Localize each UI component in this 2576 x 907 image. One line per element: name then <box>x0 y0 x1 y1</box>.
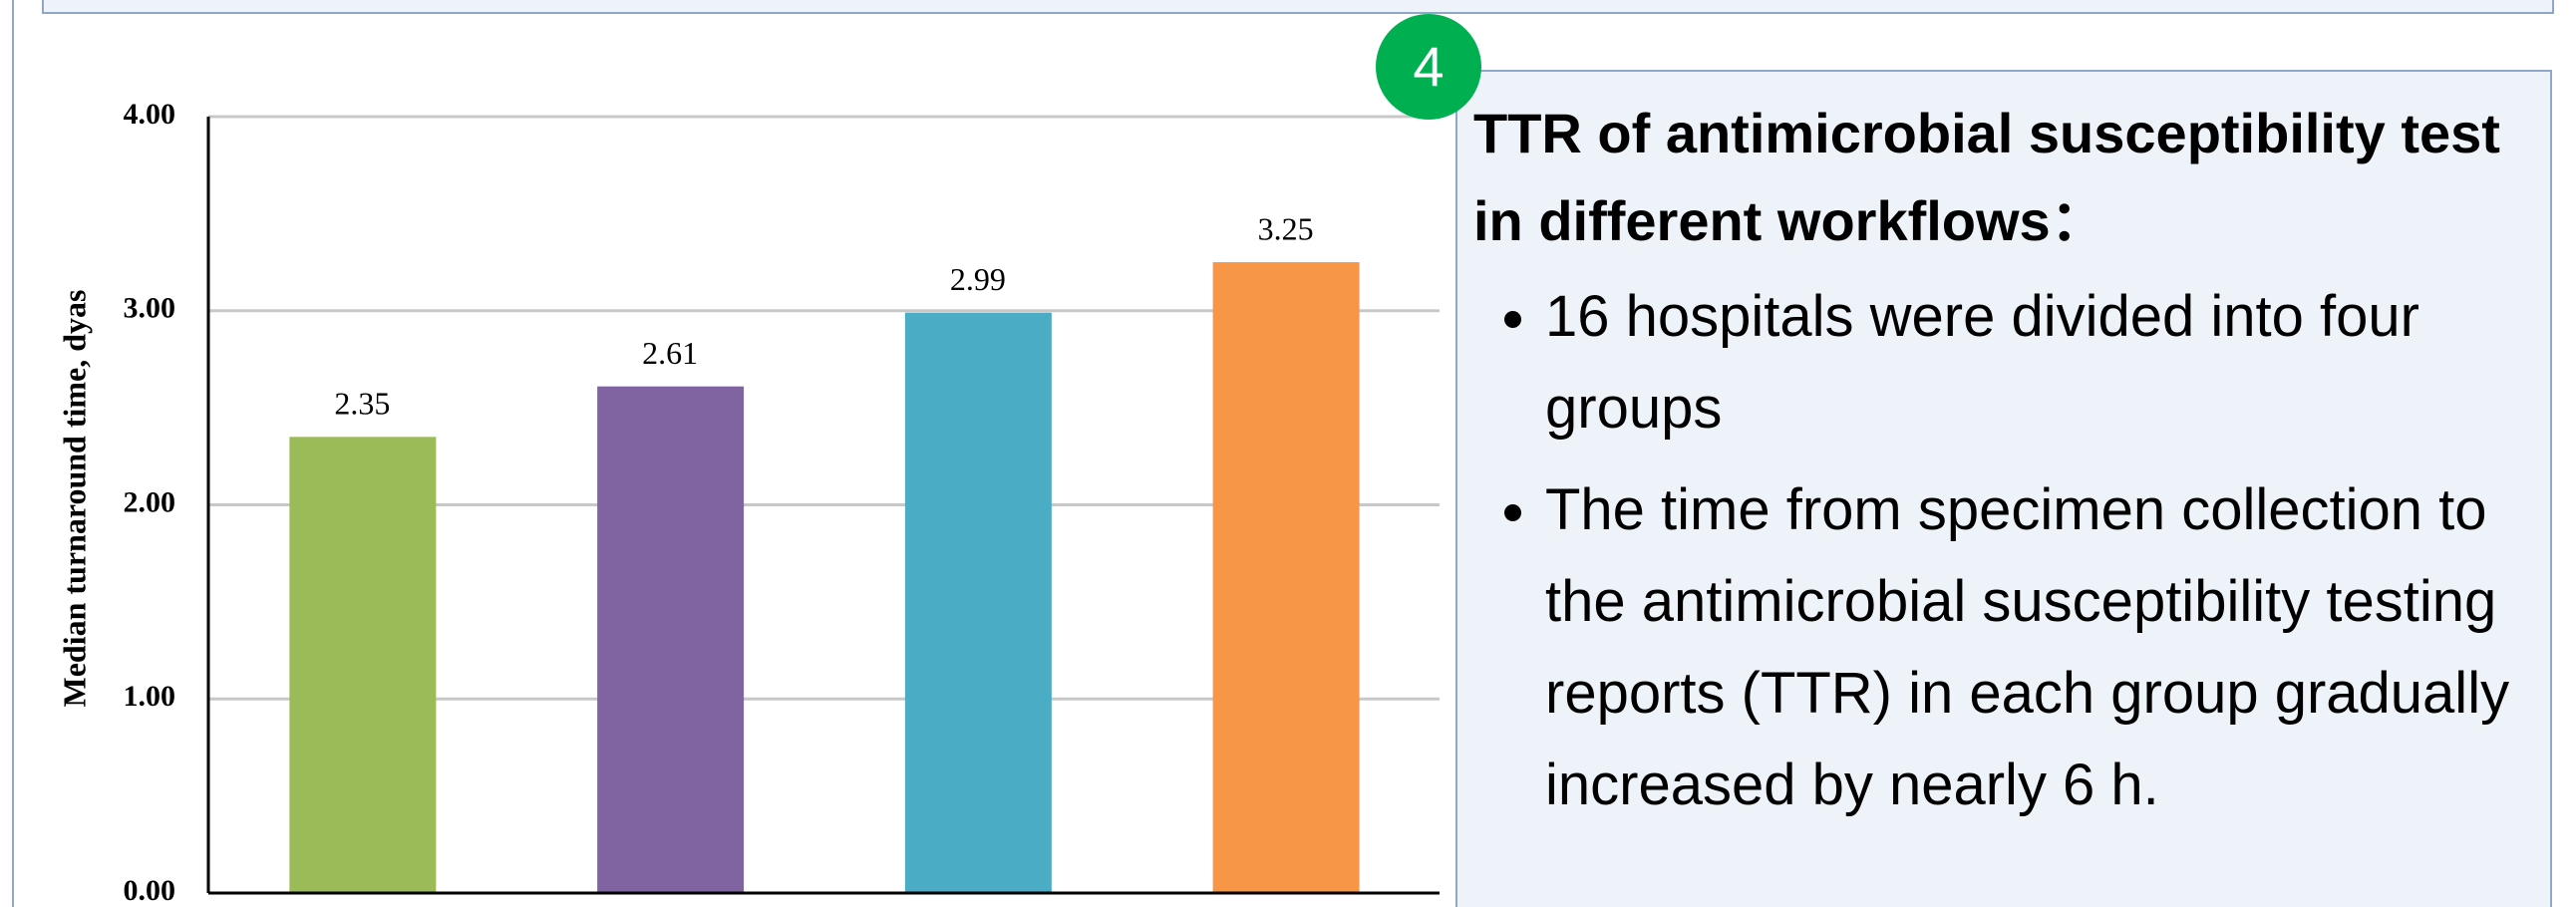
value-label: 2.61 <box>642 335 698 371</box>
bar <box>904 312 1052 893</box>
bar <box>1212 262 1360 893</box>
y-tick-label: 4.00 <box>124 98 176 131</box>
panel-title: TTR of antimicrobial susceptibility test… <box>1473 102 2500 252</box>
y-tick-label: 0.00 <box>124 874 176 907</box>
bullet: The time from specimen collection to the… <box>1545 464 2550 831</box>
y-tick-label: 2.00 <box>124 485 176 518</box>
y-tick-label: 1.00 <box>124 680 176 713</box>
value-label: 3.25 <box>1258 210 1314 246</box>
value-label: 2.35 <box>334 386 390 422</box>
step-badge: 4 <box>1376 14 1481 120</box>
left-border <box>12 0 14 907</box>
bullet: 16 hospitals were divided into four grou… <box>1545 271 2550 454</box>
chart: Median turnaround time, dyas 0.00 1.00 2.0… <box>56 98 1440 907</box>
bar <box>597 386 745 893</box>
value-label: 2.99 <box>950 261 1006 297</box>
y-axis-label: Median turnaround time, dyas <box>56 289 92 707</box>
top-banner <box>42 0 2554 14</box>
panel-text: TTR of antimicrobial susceptibility test… <box>1473 90 2550 841</box>
text-panel <box>1455 70 2552 907</box>
y-tick-label: 3.00 <box>124 292 176 325</box>
bullet-list: 16 hospitals were divided into four grou… <box>1473 271 2550 831</box>
bar <box>289 437 437 893</box>
